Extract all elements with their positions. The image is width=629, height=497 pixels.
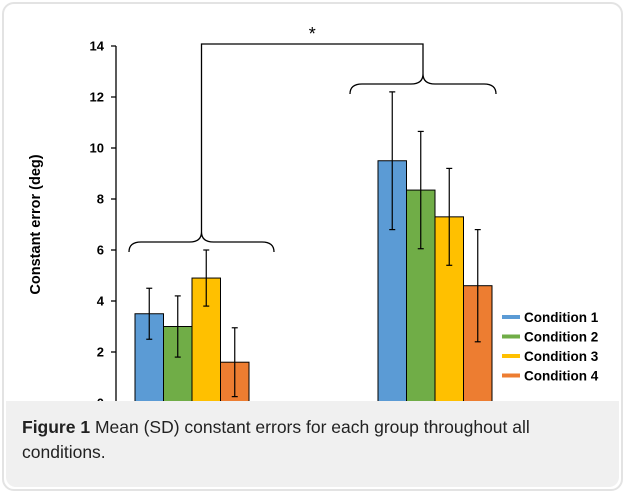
figure-caption-text: Mean (SD) constant errors for each group… <box>22 417 530 462</box>
y-tick-label: 10 <box>90 141 104 156</box>
figure-caption: Figure 1 Mean (SD) constant errors for e… <box>22 415 597 465</box>
legend-label-condition-1: Condition 1 <box>524 310 599 325</box>
y-tick-label: 4 <box>97 294 105 309</box>
significance-brackets: * <box>128 24 497 253</box>
legend: Condition 1 Condition 2 Condition 3 Conditi… <box>502 310 599 384</box>
brace-healthy-controls <box>128 231 275 253</box>
legend-label-condition-3: Condition 3 <box>524 349 599 364</box>
figure-label: Figure 1 <box>22 417 91 437</box>
y-axis: 0 2 4 6 8 10 12 14 Constant error (deg) <box>28 39 117 405</box>
y-tick-label: 0 <box>97 396 104 405</box>
brace-patients-tth <box>349 73 497 95</box>
significance-star: * <box>309 24 316 44</box>
y-tick-label: 6 <box>97 243 104 258</box>
figure-caption-box: Figure 1 Mean (SD) constant errors for e… <box>6 401 619 487</box>
y-tick-label: 14 <box>90 39 105 54</box>
y-tick-label: 12 <box>90 90 104 105</box>
y-axis-title: Constant error (deg) <box>28 154 44 294</box>
legend-label-condition-4: Condition 4 <box>524 369 599 384</box>
significance-bracket <box>200 43 424 232</box>
y-tick-label: 8 <box>97 192 104 207</box>
error-bars <box>146 91 481 398</box>
y-tick-label: 2 <box>97 345 104 360</box>
bars <box>134 160 493 404</box>
legend-label-condition-2: Condition 2 <box>524 330 598 345</box>
